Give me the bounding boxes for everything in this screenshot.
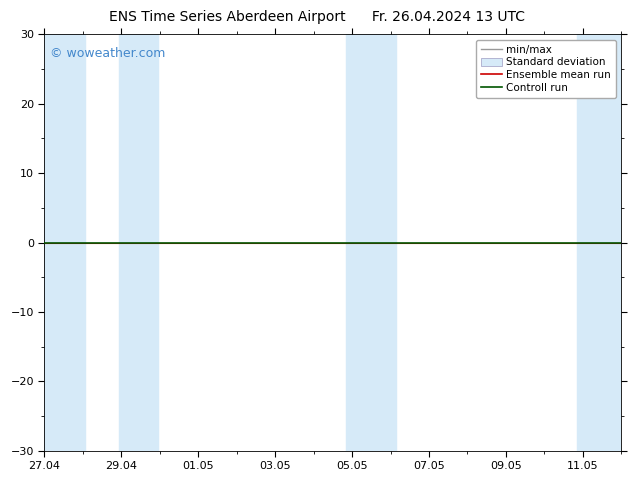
Bar (577, 34, 621, 451)
Bar (44, 34, 85, 451)
Legend: min/max, Standard deviation, Ensemble mean run, Controll run: min/max, Standard deviation, Ensemble me… (476, 40, 616, 98)
Bar (119, 34, 158, 451)
Text: ENS Time Series Aberdeen Airport      Fr. 26.04.2024 13 UTC: ENS Time Series Aberdeen Airport Fr. 26.… (109, 10, 525, 24)
Bar (346, 34, 396, 451)
Text: © woweather.com: © woweather.com (50, 47, 165, 60)
